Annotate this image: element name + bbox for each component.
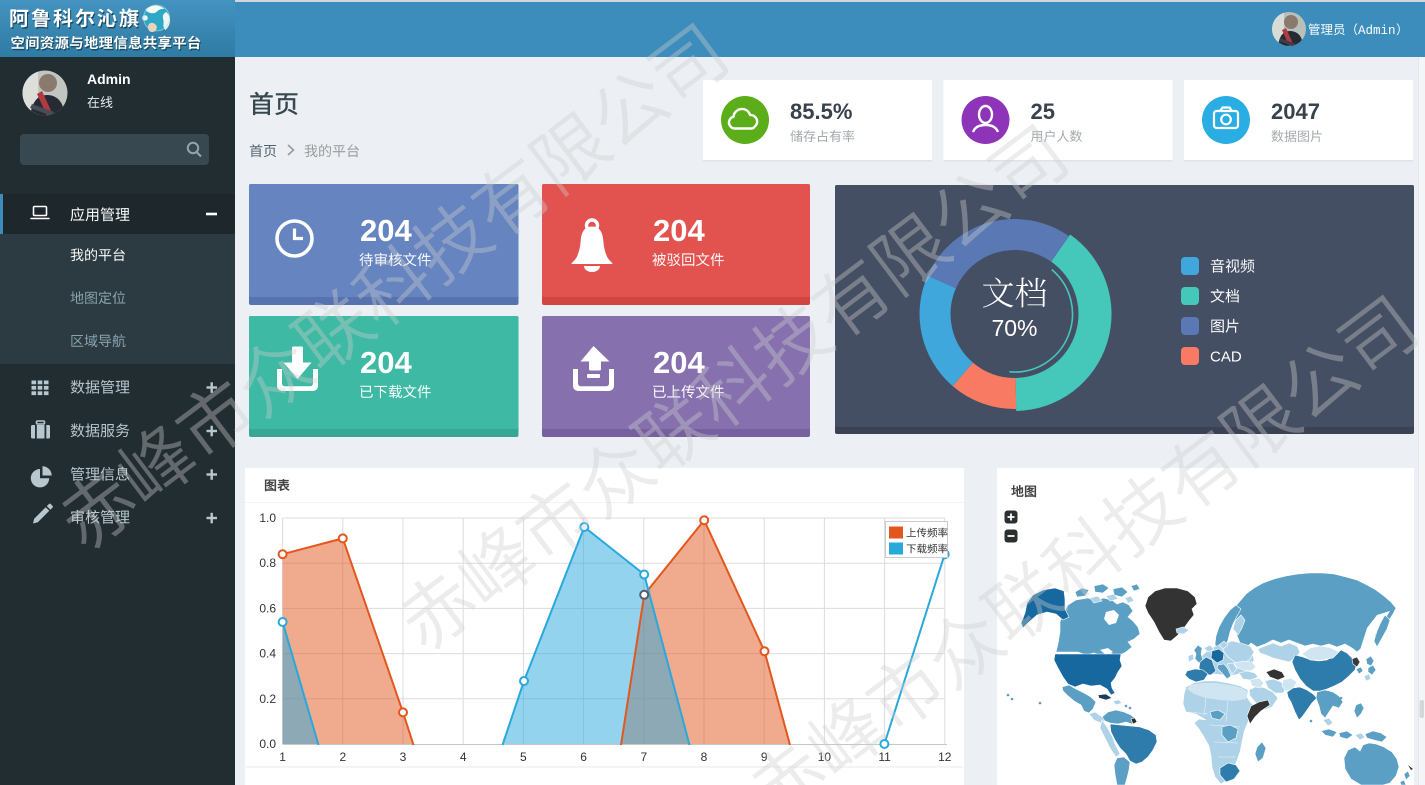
- svg-text:2047: 2047: [1271, 99, 1320, 124]
- svg-text:4: 4: [460, 750, 467, 764]
- svg-text:0.2: 0.2: [259, 692, 276, 706]
- svg-text:9: 9: [761, 750, 768, 764]
- svg-text:204: 204: [653, 213, 705, 248]
- svg-text:0.8: 0.8: [259, 556, 276, 570]
- svg-text:70%: 70%: [991, 315, 1037, 341]
- svg-text:5: 5: [520, 750, 527, 764]
- svg-text:Admin: Admin: [1358, 24, 1396, 38]
- svg-text:12: 12: [938, 750, 952, 764]
- svg-text:2: 2: [339, 750, 346, 764]
- svg-text:6: 6: [580, 750, 587, 764]
- svg-text:0.6: 0.6: [259, 601, 276, 615]
- svg-text:204: 204: [653, 345, 705, 380]
- svg-text:1: 1: [279, 750, 286, 764]
- svg-text:0.4: 0.4: [259, 647, 276, 661]
- svg-text:7: 7: [640, 750, 647, 764]
- svg-text:3: 3: [400, 750, 407, 764]
- svg-text:Admin: Admin: [87, 71, 131, 87]
- svg-text:CAD: CAD: [1210, 349, 1242, 366]
- svg-text:0.0: 0.0: [259, 737, 276, 751]
- svg-text:1.0: 1.0: [259, 511, 276, 525]
- svg-text:204: 204: [360, 345, 412, 380]
- svg-text:11: 11: [878, 750, 891, 764]
- svg-text:8: 8: [701, 750, 708, 764]
- svg-text:204: 204: [360, 213, 412, 248]
- svg-text:85.5%: 85.5%: [790, 99, 852, 124]
- svg-text:25: 25: [1031, 99, 1055, 124]
